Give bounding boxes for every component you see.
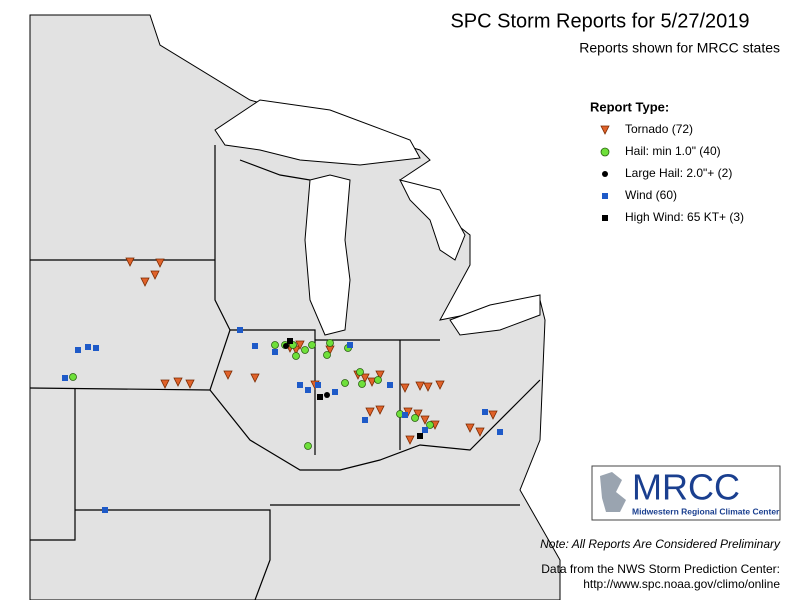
wind-report [482,409,488,415]
wind-report [305,387,311,393]
high-wind-report [317,394,323,400]
tornado-report [400,383,410,393]
large-hail-report [283,343,289,349]
wind-report [315,382,321,388]
wind-symbol [602,193,608,199]
tornado-report [420,415,430,425]
high-wind-report [417,433,423,439]
border [30,388,76,541]
legend: Tornado (72) Hail: min 1.0" (40) Large H… [600,122,744,224]
wind-report [85,344,91,350]
note: Note: All Reports Are Considered Prelimi… [540,537,781,551]
state-borders [29,145,541,600]
tornado-report [375,370,385,380]
subtitle: Reports shown for MRCC states [579,40,780,56]
tornado-report [295,340,305,350]
logo: MRCC Midwestern Regional Climate Center [591,465,781,521]
tornado-report [465,423,475,433]
tornado-report [415,381,425,391]
hail-report [308,341,316,349]
hail-report [292,352,300,360]
hail-report [304,442,312,450]
tornado-report [360,373,370,383]
tornado-report [488,410,498,420]
source: Data from the NWS Storm Prediction Cente… [541,562,780,576]
legend-item: Wind (60) [625,188,677,202]
wind-report [102,507,108,513]
source-url: http://www.spc.noaa.gov/climo/online [583,577,780,591]
legend-item: Large Hail: 2.0"+ (2) [625,166,732,180]
wind-report [297,382,303,388]
hail-report [411,414,419,422]
tornado-report [150,270,160,280]
tornado-report [125,257,135,267]
hail-report [426,421,434,429]
lake-michigan [304,174,351,336]
border [75,509,271,600]
land [29,14,561,600]
logo-full-name: Midwestern Regional Climate Center [632,506,780,516]
hail-report [271,341,279,349]
wind-report [272,349,278,355]
tornado-report [423,382,433,392]
tornado-report [250,373,260,383]
tornado-report [155,258,165,268]
legend-heading: Report Type: [590,99,669,114]
hail-report [341,379,349,387]
wind-report [422,427,428,433]
tornado-symbol [600,125,610,135]
tornado-report [365,407,375,417]
wind-report [252,343,258,349]
storm-reports [62,257,503,513]
wind-report [93,345,99,351]
tornado-report [375,405,385,415]
border [230,329,316,455]
tornado-report [367,377,377,387]
wind-report [237,327,243,333]
wind-report [75,347,81,353]
hail-symbol [600,147,610,157]
hail-report [301,346,309,354]
tornado-report [160,379,170,389]
logo-frame [591,465,781,521]
lake-superior [214,99,421,166]
tornado-report [140,277,150,287]
large-hail-report [324,392,330,398]
border [209,379,541,471]
high-wind-report [287,338,293,344]
hail-report [356,368,364,376]
wind-report [387,382,393,388]
high-wind-symbol [602,215,608,221]
tornado-report [173,377,183,387]
hail-report [374,376,382,384]
title: SPC Storm Reports for 5/27/2019 [450,10,749,32]
legend-item: Hail: min 1.0" (40) [625,144,721,158]
wind-report [497,429,503,435]
large-hail-symbol [602,171,608,177]
wind-report [402,412,408,418]
legend-item: Tornado (72) [625,122,693,136]
tornado-report [185,379,195,389]
tornado-report [223,370,233,380]
wind-report [362,417,368,423]
wind-report [347,342,353,348]
legend-item: High Wind: 65 KT+ (3) [625,210,744,224]
logo-name: MRCC [632,467,740,508]
tornado-report [475,427,485,437]
wind-report [62,375,68,381]
lake-erie [449,294,541,336]
hail-report [358,380,366,388]
tornado-report [405,435,415,445]
hail-report [69,373,77,381]
hail-report [326,339,334,347]
logo-icon [600,472,626,512]
wind-report [332,389,338,395]
lake-huron [399,179,466,261]
hail-report [323,351,331,359]
border [239,159,311,181]
tornado-report [413,409,423,419]
tornado-report [435,380,445,390]
